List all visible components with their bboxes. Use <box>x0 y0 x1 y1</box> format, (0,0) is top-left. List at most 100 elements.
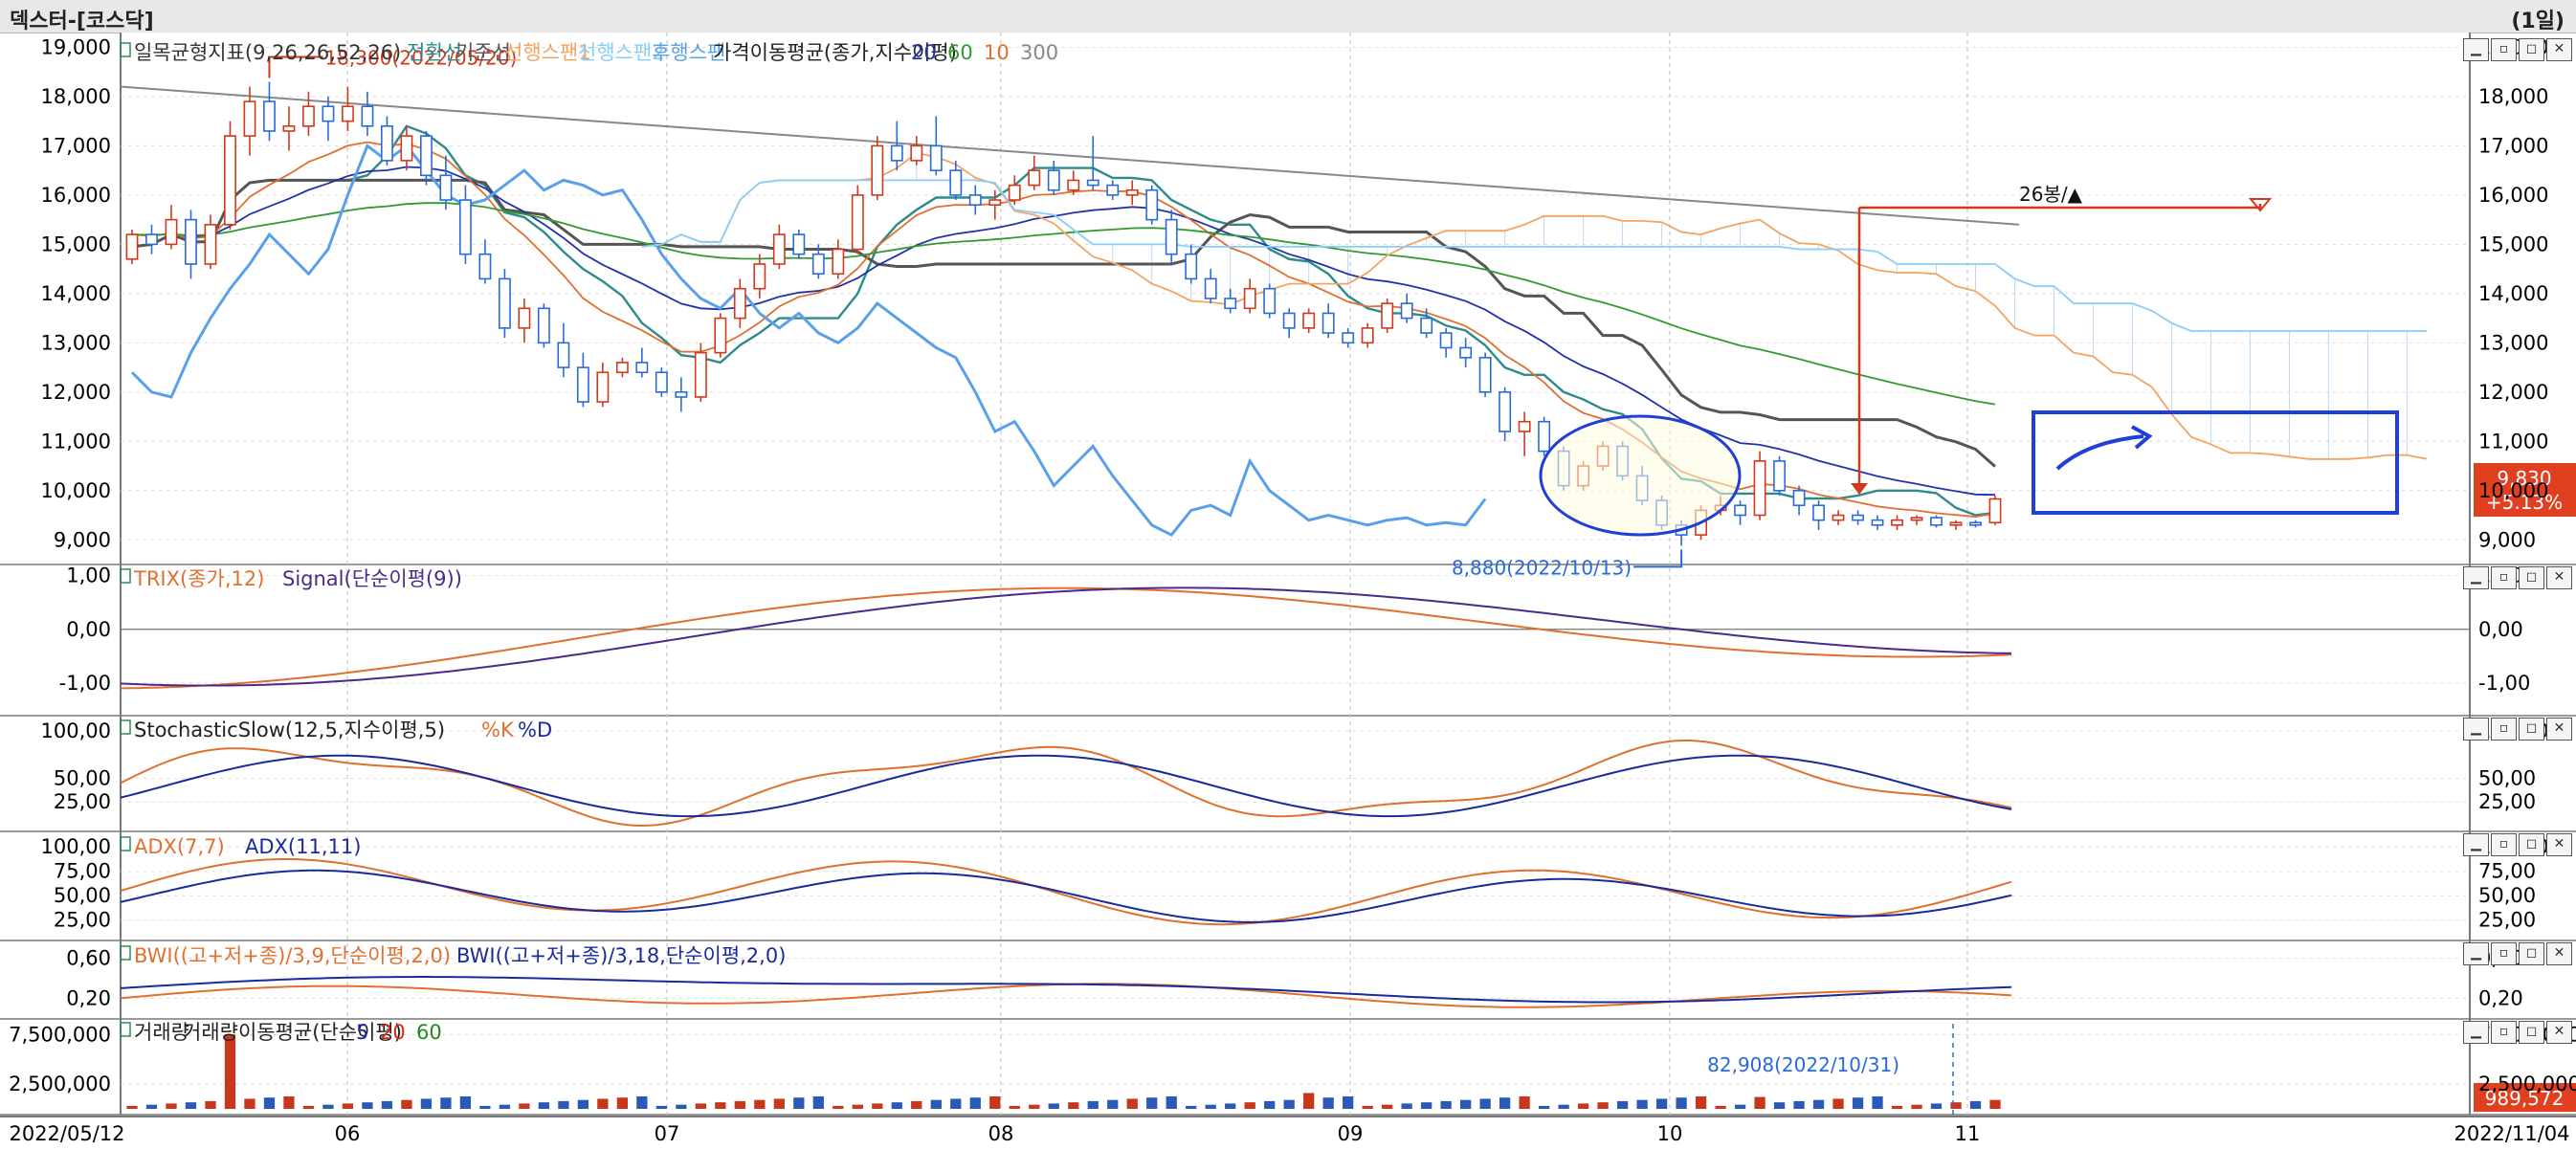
candle[interactable] <box>1224 288 1237 314</box>
candle[interactable] <box>204 214 217 270</box>
candle[interactable] <box>1930 515 1943 528</box>
candle[interactable] <box>125 229 139 264</box>
candle[interactable] <box>1125 180 1139 206</box>
candle[interactable] <box>929 116 943 176</box>
restore-panel-icon[interactable]: ▫ <box>2491 942 2517 965</box>
volume-bar[interactable] <box>1558 1104 1569 1109</box>
candle[interactable] <box>753 254 766 299</box>
candle[interactable] <box>1282 308 1296 339</box>
panel-buttons[interactable]: ▁ ▫ ◻ ✕ <box>2463 38 2572 61</box>
volume-bar[interactable] <box>950 1098 962 1109</box>
volume-bar[interactable] <box>263 1097 276 1109</box>
volume-bar[interactable] <box>519 1103 530 1109</box>
volume-bar[interactable] <box>989 1095 1001 1109</box>
volume-bar[interactable] <box>1989 1099 2001 1109</box>
volume-bar[interactable] <box>145 1104 158 1109</box>
legend-toggle-icon[interactable] <box>120 568 131 584</box>
volume-bar[interactable] <box>283 1095 295 1109</box>
candle[interactable] <box>380 116 393 166</box>
volume-bar[interactable] <box>1264 1100 1276 1109</box>
volume-bar[interactable] <box>1655 1098 1668 1109</box>
volume-bar[interactable] <box>126 1105 138 1109</box>
minimize-panel-icon[interactable]: ▁ <box>2463 833 2489 856</box>
legend-toggle-icon[interactable] <box>120 42 131 57</box>
panel-buttons[interactable]: ▁ ▫ ◻ ✕ <box>2463 718 2572 741</box>
maximize-panel-icon[interactable]: ◻ <box>2519 942 2544 965</box>
volume-bar[interactable] <box>891 1102 902 1109</box>
candle[interactable] <box>498 269 511 339</box>
candle[interactable] <box>243 86 256 156</box>
candle[interactable] <box>1302 308 1316 334</box>
volume-bar[interactable] <box>676 1104 687 1109</box>
volume-bar[interactable] <box>793 1097 805 1109</box>
candle[interactable] <box>224 121 236 230</box>
volume-bar[interactable] <box>342 1103 354 1109</box>
maximize-panel-icon[interactable]: ◻ <box>2519 833 2544 856</box>
candle[interactable] <box>1910 515 1923 525</box>
candle[interactable] <box>1028 155 1041 190</box>
candle[interactable] <box>714 313 727 358</box>
candle[interactable] <box>988 189 1002 220</box>
candle[interactable] <box>1047 160 1060 195</box>
volume-bar[interactable] <box>754 1099 766 1109</box>
candle[interactable] <box>968 185 982 215</box>
minimize-panel-icon[interactable]: ▁ <box>2463 1021 2489 1044</box>
candle[interactable] <box>439 155 453 210</box>
volume-bar[interactable] <box>1421 1102 1432 1109</box>
volume-bar[interactable] <box>205 1100 216 1109</box>
candle[interactable] <box>1106 180 1120 201</box>
stock-chart[interactable]: 18,300(2022/05/20) 8,880(2022/10/13) 26봉/▲… <box>0 33 2576 1150</box>
candle[interactable] <box>145 224 158 254</box>
candle[interactable] <box>1871 515 1884 530</box>
candle[interactable] <box>1321 303 1335 339</box>
minimize-panel-icon[interactable]: ▁ <box>2463 942 2489 965</box>
panel-buttons[interactable]: ▁ ▫ ◻ ✕ <box>2463 1021 2572 1044</box>
candle[interactable] <box>1067 170 1080 195</box>
volume-bar[interactable] <box>1460 1099 1472 1109</box>
maximize-panel-icon[interactable]: ◻ <box>2519 1021 2544 1044</box>
panel-buttons[interactable]: ▁ ▫ ◻ ✕ <box>2463 833 2572 856</box>
candle[interactable] <box>361 91 374 137</box>
volume-bar[interactable] <box>872 1103 883 1109</box>
candle[interactable] <box>1773 455 1786 496</box>
candle[interactable] <box>165 205 178 250</box>
candle[interactable] <box>655 367 668 397</box>
candle[interactable] <box>1753 451 1766 520</box>
volume-bar[interactable] <box>1499 1097 1511 1109</box>
candle[interactable] <box>1949 520 1963 530</box>
volume-bar[interactable] <box>577 1099 589 1109</box>
volume-bar[interactable] <box>166 1103 177 1109</box>
candle[interactable] <box>576 352 589 408</box>
volume-bar[interactable] <box>1872 1095 1883 1109</box>
volume-bar[interactable] <box>1577 1103 1589 1109</box>
candle[interactable] <box>1852 510 1864 525</box>
candle[interactable] <box>772 224 786 270</box>
candle[interactable] <box>1420 308 1433 339</box>
candle[interactable] <box>1185 244 1198 284</box>
candle[interactable] <box>733 278 746 328</box>
volume-bar[interactable] <box>362 1102 373 1109</box>
volume-bar[interactable] <box>833 1105 844 1109</box>
volume-bar[interactable] <box>1362 1105 1373 1109</box>
volume-bar[interactable] <box>185 1102 197 1109</box>
volume-bar[interactable] <box>1048 1103 1059 1109</box>
close-panel-icon[interactable]: ✕ <box>2546 833 2572 856</box>
volume-bar[interactable] <box>852 1104 863 1109</box>
volume-bar[interactable] <box>1009 1105 1020 1109</box>
candle[interactable] <box>1165 210 1178 264</box>
volume-bar[interactable] <box>1636 1099 1648 1109</box>
volume-bar[interactable] <box>695 1103 706 1109</box>
legend-toggle-icon[interactable] <box>120 945 131 961</box>
candle[interactable] <box>302 91 315 137</box>
volume-bar[interactable] <box>930 1099 942 1109</box>
volume-bar[interactable] <box>1852 1097 1864 1109</box>
volume-bar[interactable] <box>1283 1099 1295 1109</box>
volume-bar[interactable] <box>1773 1102 1786 1109</box>
volume-bar[interactable] <box>1715 1105 1726 1109</box>
candle[interactable] <box>694 343 707 403</box>
volume-bar[interactable] <box>1205 1104 1216 1109</box>
legend-toggle-icon[interactable] <box>120 1022 131 1037</box>
volume-bar[interactable] <box>1087 1100 1099 1109</box>
candle[interactable] <box>1008 175 1021 206</box>
close-panel-icon[interactable]: ✕ <box>2546 1021 2572 1044</box>
